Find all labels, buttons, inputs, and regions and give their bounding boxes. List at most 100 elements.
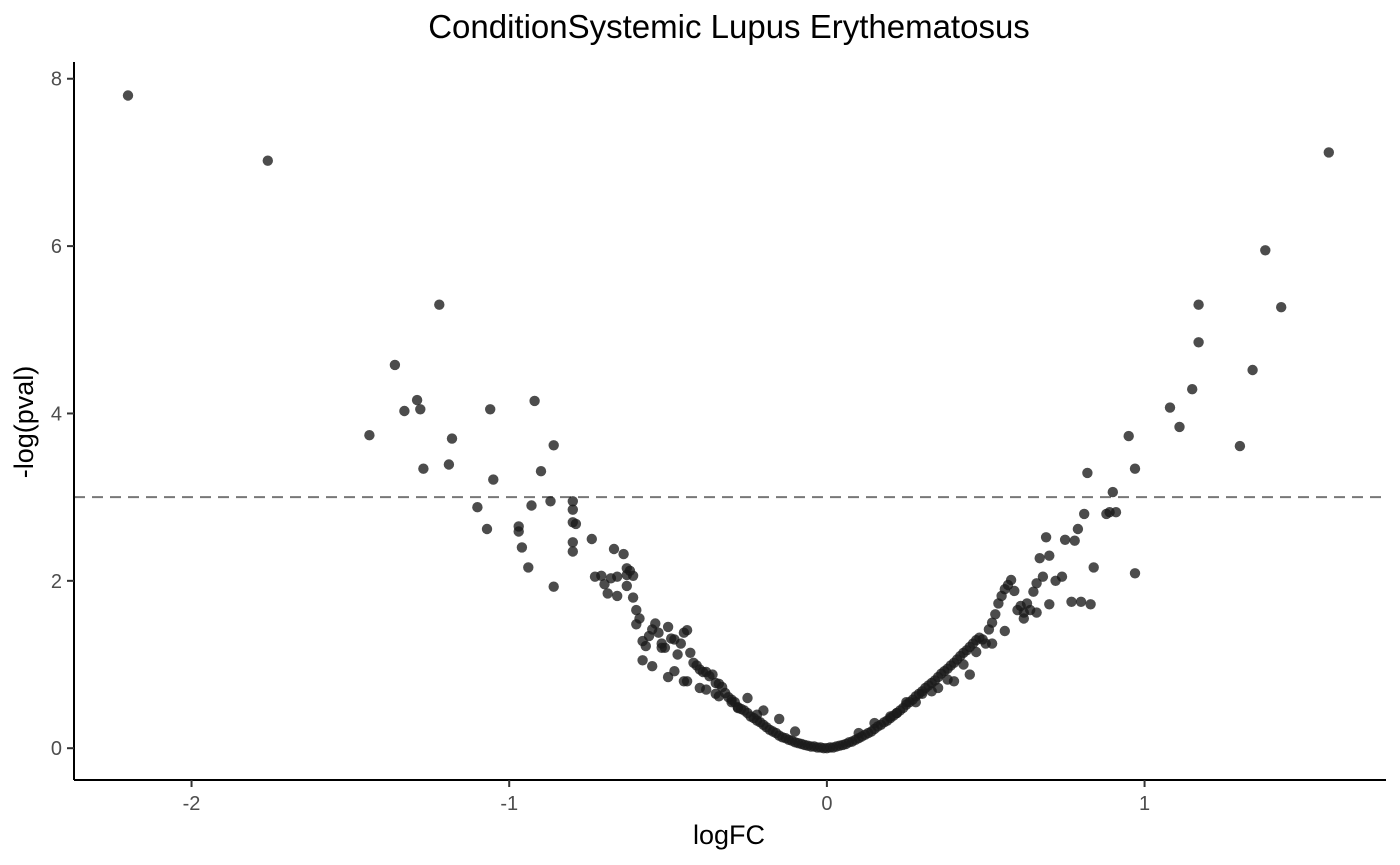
- x-tick-label: -1: [500, 793, 518, 815]
- data-point: [732, 702, 744, 714]
- data-point: [1037, 571, 1049, 582]
- data-point: [901, 697, 912, 708]
- data-point: [516, 542, 528, 553]
- data-point: [631, 604, 642, 616]
- data-point: [1193, 337, 1204, 348]
- data-point: [1082, 467, 1093, 479]
- data-point: [1072, 523, 1084, 535]
- x-axis-title: logFC: [693, 820, 765, 850]
- data-point: [485, 404, 496, 415]
- data-point: [1079, 508, 1090, 520]
- data-point: [602, 588, 613, 599]
- data-point: [707, 669, 718, 680]
- data-point: [621, 580, 632, 592]
- data-point: [122, 90, 134, 101]
- data-point: [1187, 384, 1198, 395]
- data-point: [1069, 535, 1080, 546]
- data-point: [1066, 596, 1077, 607]
- data-point: [1234, 440, 1246, 452]
- data-point: [545, 496, 556, 507]
- data-point: [1260, 245, 1271, 256]
- data-point: [1031, 578, 1042, 589]
- data-point: [1129, 568, 1141, 579]
- data-point: [774, 713, 785, 725]
- data-point: [681, 625, 693, 636]
- data-point: [751, 709, 763, 720]
- data-point: [640, 640, 651, 652]
- data-point: [1009, 585, 1020, 597]
- x-tick-label: -2: [183, 793, 201, 815]
- data-point: [535, 466, 547, 477]
- data-point: [662, 621, 674, 633]
- data-point: [1110, 507, 1122, 518]
- data-point: [1028, 586, 1039, 597]
- data-point: [1088, 562, 1099, 573]
- data-point: [608, 543, 620, 555]
- plot-area: [74, 90, 1386, 754]
- data-point: [1034, 553, 1045, 564]
- data-point: [570, 518, 582, 530]
- data-point: [675, 638, 686, 649]
- data-point: [742, 692, 753, 704]
- data-point: [986, 617, 998, 628]
- data-point: [411, 394, 423, 406]
- data-point: [389, 359, 401, 371]
- data-point: [1276, 302, 1287, 313]
- data-point: [789, 726, 801, 737]
- y-tick-label: 4: [51, 403, 62, 425]
- data-point: [685, 647, 696, 658]
- data-point: [589, 571, 601, 582]
- data-point: [364, 430, 375, 441]
- data-point: [418, 463, 429, 474]
- data-point: [472, 502, 483, 513]
- data-point: [1031, 607, 1042, 618]
- data-point: [990, 609, 1001, 620]
- data-point: [481, 523, 493, 535]
- data-point: [446, 433, 458, 444]
- data-point: [1059, 534, 1071, 545]
- data-point: [647, 661, 658, 672]
- data-point: [1085, 599, 1096, 610]
- data-point: [1056, 571, 1068, 582]
- y-axis-ticks: 0 2 4 6 8: [51, 69, 74, 760]
- data-point: [656, 642, 667, 653]
- data-point: [701, 684, 712, 695]
- data-point: [526, 500, 537, 511]
- y-tick-label: 6: [51, 236, 62, 258]
- data-point: [917, 688, 928, 699]
- data-point: [1129, 463, 1141, 474]
- data-point: [869, 717, 880, 729]
- chart-title: ConditionSystemic Lupus Erythematosus: [428, 8, 1030, 45]
- data-point: [1323, 147, 1335, 158]
- data-point: [910, 697, 921, 708]
- data-point: [631, 619, 642, 630]
- data-point: [1123, 430, 1134, 442]
- data-point: [262, 155, 273, 166]
- data-points: [122, 90, 1335, 754]
- data-point: [1107, 486, 1119, 498]
- data-point: [999, 625, 1010, 637]
- data-point: [627, 592, 639, 603]
- data-point: [1174, 421, 1185, 433]
- data-point: [672, 649, 683, 660]
- x-tick-label: 1: [1139, 793, 1150, 815]
- data-point: [1044, 550, 1055, 561]
- data-point: [942, 674, 953, 685]
- y-axis-title: -log(pval): [9, 366, 39, 479]
- data-point: [926, 686, 937, 697]
- data-point: [1075, 596, 1087, 607]
- data-point: [891, 707, 902, 719]
- data-point: [1044, 599, 1055, 610]
- data-point: [523, 562, 534, 573]
- data-point: [964, 669, 975, 680]
- y-tick-label: 2: [51, 571, 62, 593]
- data-point: [529, 395, 540, 407]
- data-point: [612, 590, 623, 602]
- data-point: [567, 504, 578, 515]
- data-point: [548, 440, 559, 451]
- data-point: [513, 526, 524, 537]
- y-tick-label: 8: [51, 69, 62, 91]
- data-point: [599, 579, 610, 590]
- data-point: [443, 459, 455, 470]
